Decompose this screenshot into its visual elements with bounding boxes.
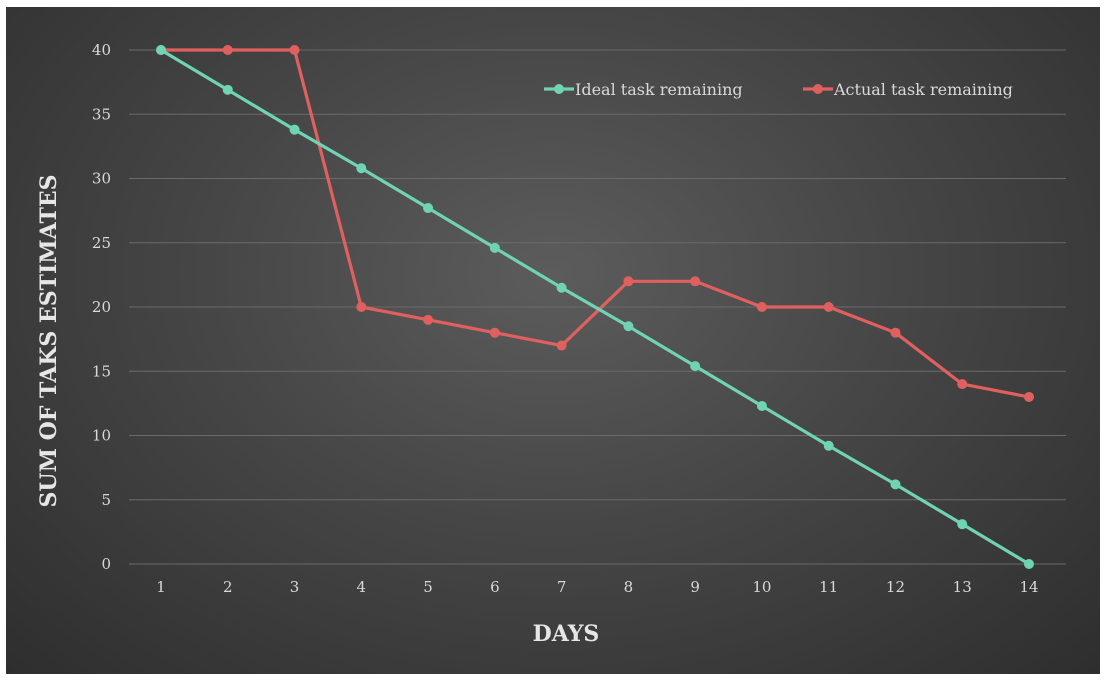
y-tick-label: 5 [101, 491, 111, 509]
data-point [1024, 392, 1034, 402]
x-tick-label: 5 [423, 578, 433, 596]
data-point [890, 328, 900, 338]
data-point [290, 125, 300, 135]
legend-item-1: Ideal task remaining [544, 80, 743, 99]
data-point [957, 519, 967, 529]
y-tick-label: 15 [92, 362, 111, 380]
data-point [423, 315, 433, 325]
data-point [957, 379, 967, 389]
data-point [423, 203, 433, 213]
x-axis-title: DAYS [533, 621, 600, 647]
x-tick-label: 8 [624, 578, 634, 596]
y-axis-title: SUM OF TAKS ESTIMATES [36, 175, 62, 508]
data-point [890, 479, 900, 489]
chart-background: 0 5 10 15 20 25 30 35 40 1 2 3 4 5 6 7 8 9 10 11 12 13 14 SUM… [6, 7, 1100, 674]
data-point [1024, 559, 1034, 569]
data-point [356, 302, 366, 312]
series-line [161, 50, 1029, 397]
data-point [623, 276, 633, 286]
data-point [824, 441, 834, 451]
y-tick-label: 20 [92, 298, 111, 316]
legend-label: Ideal task remaining [575, 80, 743, 99]
data-point [757, 401, 767, 411]
y-tick-label: 10 [92, 427, 111, 445]
x-tick-label: 4 [357, 578, 367, 596]
data-point [690, 276, 700, 286]
data-point [356, 163, 366, 173]
x-tick-label: 9 [690, 578, 700, 596]
y-tick-label: 30 [92, 170, 111, 188]
x-tick-label: 6 [490, 578, 500, 596]
data-point [557, 341, 567, 351]
y-tick-label: 0 [101, 555, 111, 573]
data-point [156, 45, 166, 55]
x-tick-label: 7 [557, 578, 567, 596]
y-tick-label: 35 [92, 105, 111, 123]
x-tick-label: 10 [752, 578, 771, 596]
x-tick-label: 2 [223, 578, 233, 596]
y-tick-labels: 0 5 10 15 20 25 30 35 40 [92, 41, 111, 573]
x-tick-label: 14 [1019, 578, 1038, 596]
legend-swatch-marker [554, 84, 564, 94]
x-tick-label: 12 [886, 578, 905, 596]
x-tick-label: 3 [290, 578, 300, 596]
data-point [623, 321, 633, 331]
data-point [290, 45, 300, 55]
y-tick-label: 40 [92, 41, 111, 59]
legend-item-2: Actual task remaining [803, 80, 1013, 99]
x-tick-label: 11 [819, 578, 838, 596]
x-tick-label: 1 [156, 578, 166, 596]
data-point [223, 45, 233, 55]
legend: Ideal task remaining Actual task remainin… [544, 80, 1013, 99]
x-tick-labels: 1 2 3 4 5 6 7 8 9 10 11 12 13 14 [156, 578, 1038, 596]
data-point [824, 302, 834, 312]
legend-swatch-marker [813, 84, 823, 94]
x-tick-label: 13 [953, 578, 972, 596]
data-point [490, 243, 500, 253]
data-point [490, 328, 500, 338]
data-point [757, 302, 767, 312]
data-point [557, 283, 567, 293]
legend-label: Actual task remaining [833, 80, 1013, 99]
y-tick-label: 25 [92, 234, 111, 252]
data-point [223, 85, 233, 95]
data-point [690, 361, 700, 371]
